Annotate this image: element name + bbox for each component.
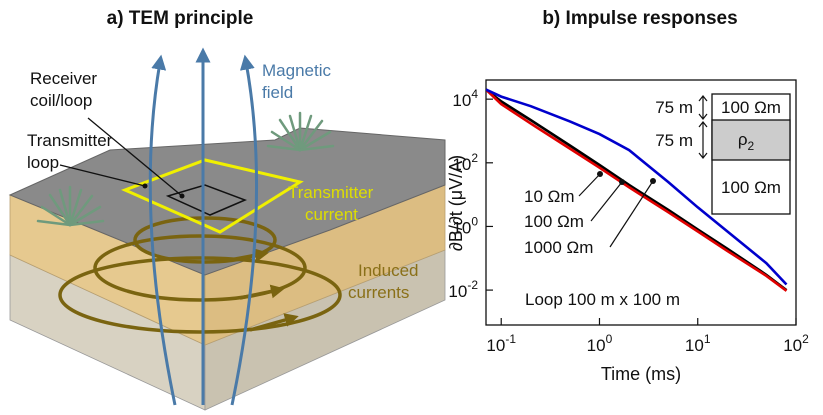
panel-b-title: b) Impulse responses <box>542 8 737 29</box>
transmitter-current-label-2: current <box>305 205 358 224</box>
induced-currents <box>58 216 342 334</box>
panel-a-title: a) TEM principle <box>107 8 254 29</box>
field-line-right <box>230 54 259 406</box>
rho-mid-symbol: ρ <box>738 130 748 149</box>
rho-top-label: 100 Ωm <box>721 98 781 117</box>
transmitter-loop <box>121 158 304 234</box>
field-line-left <box>148 54 177 406</box>
x-tick-label-0: 10-1 <box>486 332 516 355</box>
receiver-label-2: coil/loop <box>30 91 92 110</box>
induced-current-loop-3 <box>58 256 342 334</box>
rho-mid-label: ρ2 <box>738 130 755 153</box>
series-line-2 <box>486 88 788 286</box>
induced-label-1: Induced <box>358 261 419 280</box>
x-tick-label-1: 100 <box>587 332 613 355</box>
induced-arrow-1 <box>229 248 269 263</box>
receiver-label-1: Receiver <box>30 69 97 88</box>
transmitter-leader <box>59 164 146 187</box>
y-tick-label-3: 104 <box>452 87 478 110</box>
agave-plant-left-icon <box>36 185 105 227</box>
y-tick-label-0: 10-2 <box>448 278 478 301</box>
transmitter-leader-dot <box>142 183 148 189</box>
induced-current-loop-1 <box>133 216 277 264</box>
x-tick-label-2: 101 <box>685 332 711 355</box>
series-leader-dots <box>597 171 656 185</box>
induced-label-2: currents <box>348 283 409 302</box>
layered-model-inset: 100 Ωm ρ2 100 Ωm 75 m 75 m <box>655 93 791 215</box>
receiver-loop <box>165 184 248 216</box>
y-tick-label-1: 100 <box>452 214 478 237</box>
axis-ticks: 10-1 100 101 102 10-2 100 102 104 <box>448 87 809 355</box>
agave-plant-right-icon <box>266 111 335 152</box>
receiver-leader <box>87 117 183 197</box>
thickness-arrows <box>698 95 708 159</box>
rho-mid-subscript: 2 <box>747 139 754 153</box>
transmitter-current-label-1: Transmitter <box>288 183 374 202</box>
y-axis-title: ∂B/∂t (μV/A) <box>446 155 466 251</box>
receiver-leader-dot <box>179 193 185 199</box>
thickness-top-label: 75 m <box>655 98 693 117</box>
panel-b: b) Impulse responses 10-1 100 101 10210-210… <box>446 8 809 384</box>
transmitter-loop-label-2: loop <box>27 153 59 172</box>
series-line-0 <box>486 88 788 292</box>
induced-current-loop-2 <box>93 234 307 302</box>
y-tick-label-2: 102 <box>452 151 478 174</box>
magnetic-field-lines <box>148 47 259 406</box>
series-label-1000: 1000 Ωm <box>524 238 593 257</box>
panel-a: a) TEM principle <box>8 8 446 411</box>
loop-annotation: Loop 100 m x 100 m <box>525 290 680 309</box>
induced-arrow-2 <box>239 284 285 300</box>
series-label-100: 100 Ωm <box>524 212 584 231</box>
x-axis-title: Time (ms) <box>601 364 681 384</box>
rho-bottom-label: 100 Ωm <box>721 178 781 197</box>
field-label: field <box>262 83 293 102</box>
plot-frame <box>485 79 797 326</box>
series-leaders <box>578 173 654 248</box>
x-tick-label-3: 102 <box>783 332 809 355</box>
magnetic-label: Magnetic <box>262 61 331 80</box>
thickness-mid-label: 75 m <box>655 131 693 150</box>
series-label-10: 10 Ωm <box>524 187 575 206</box>
series-line-1 <box>486 88 788 292</box>
model-layer-2 <box>711 119 791 161</box>
induced-arrow-3 <box>249 313 299 332</box>
series-layer <box>486 88 788 292</box>
transmitter-loop-label-1: Transmitter <box>27 131 113 150</box>
